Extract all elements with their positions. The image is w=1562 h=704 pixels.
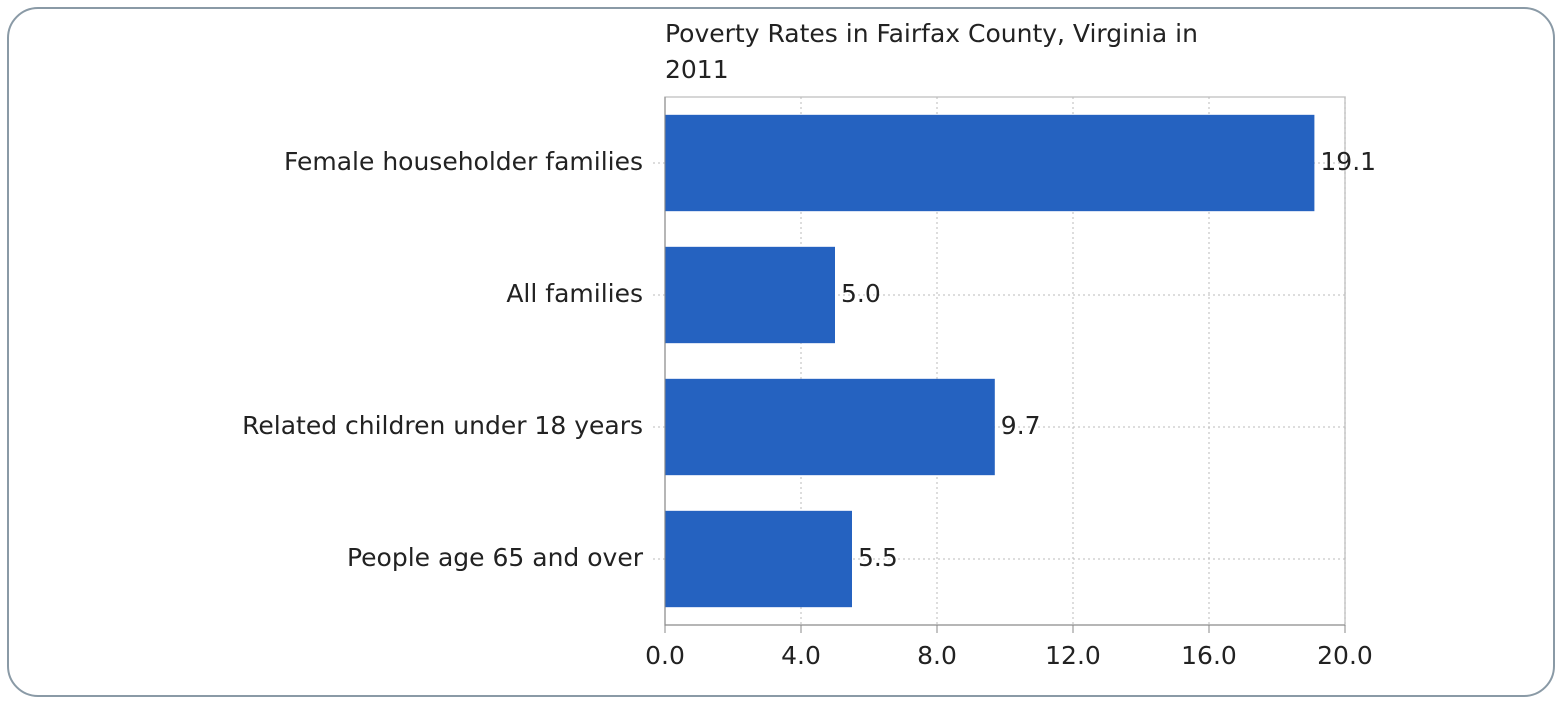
x-tick-label: 20.0 xyxy=(1317,641,1373,670)
value-label: 9.7 xyxy=(1001,411,1041,440)
x-tick-label: 12.0 xyxy=(1045,641,1101,670)
value-label: 5.5 xyxy=(858,543,898,572)
value-label: 5.0 xyxy=(841,279,881,308)
x-tick-label: 16.0 xyxy=(1181,641,1237,670)
y-tick-label: People age 65 and over xyxy=(347,543,644,572)
x-tick-label: 0.0 xyxy=(645,641,685,670)
x-tick-label: 8.0 xyxy=(917,641,957,670)
y-tick-label: Female householder families xyxy=(284,147,643,176)
bar xyxy=(665,378,995,476)
x-tick-label: 4.0 xyxy=(781,641,821,670)
bar xyxy=(665,510,852,608)
value-label: 19.1 xyxy=(1320,147,1376,176)
chart-title: Poverty Rates in Fairfax County, Virgini… xyxy=(665,19,1198,84)
y-tick-label: Related children under 18 years xyxy=(242,411,643,440)
bar xyxy=(665,246,835,344)
bar xyxy=(665,114,1315,212)
y-tick-label: All families xyxy=(506,279,643,308)
